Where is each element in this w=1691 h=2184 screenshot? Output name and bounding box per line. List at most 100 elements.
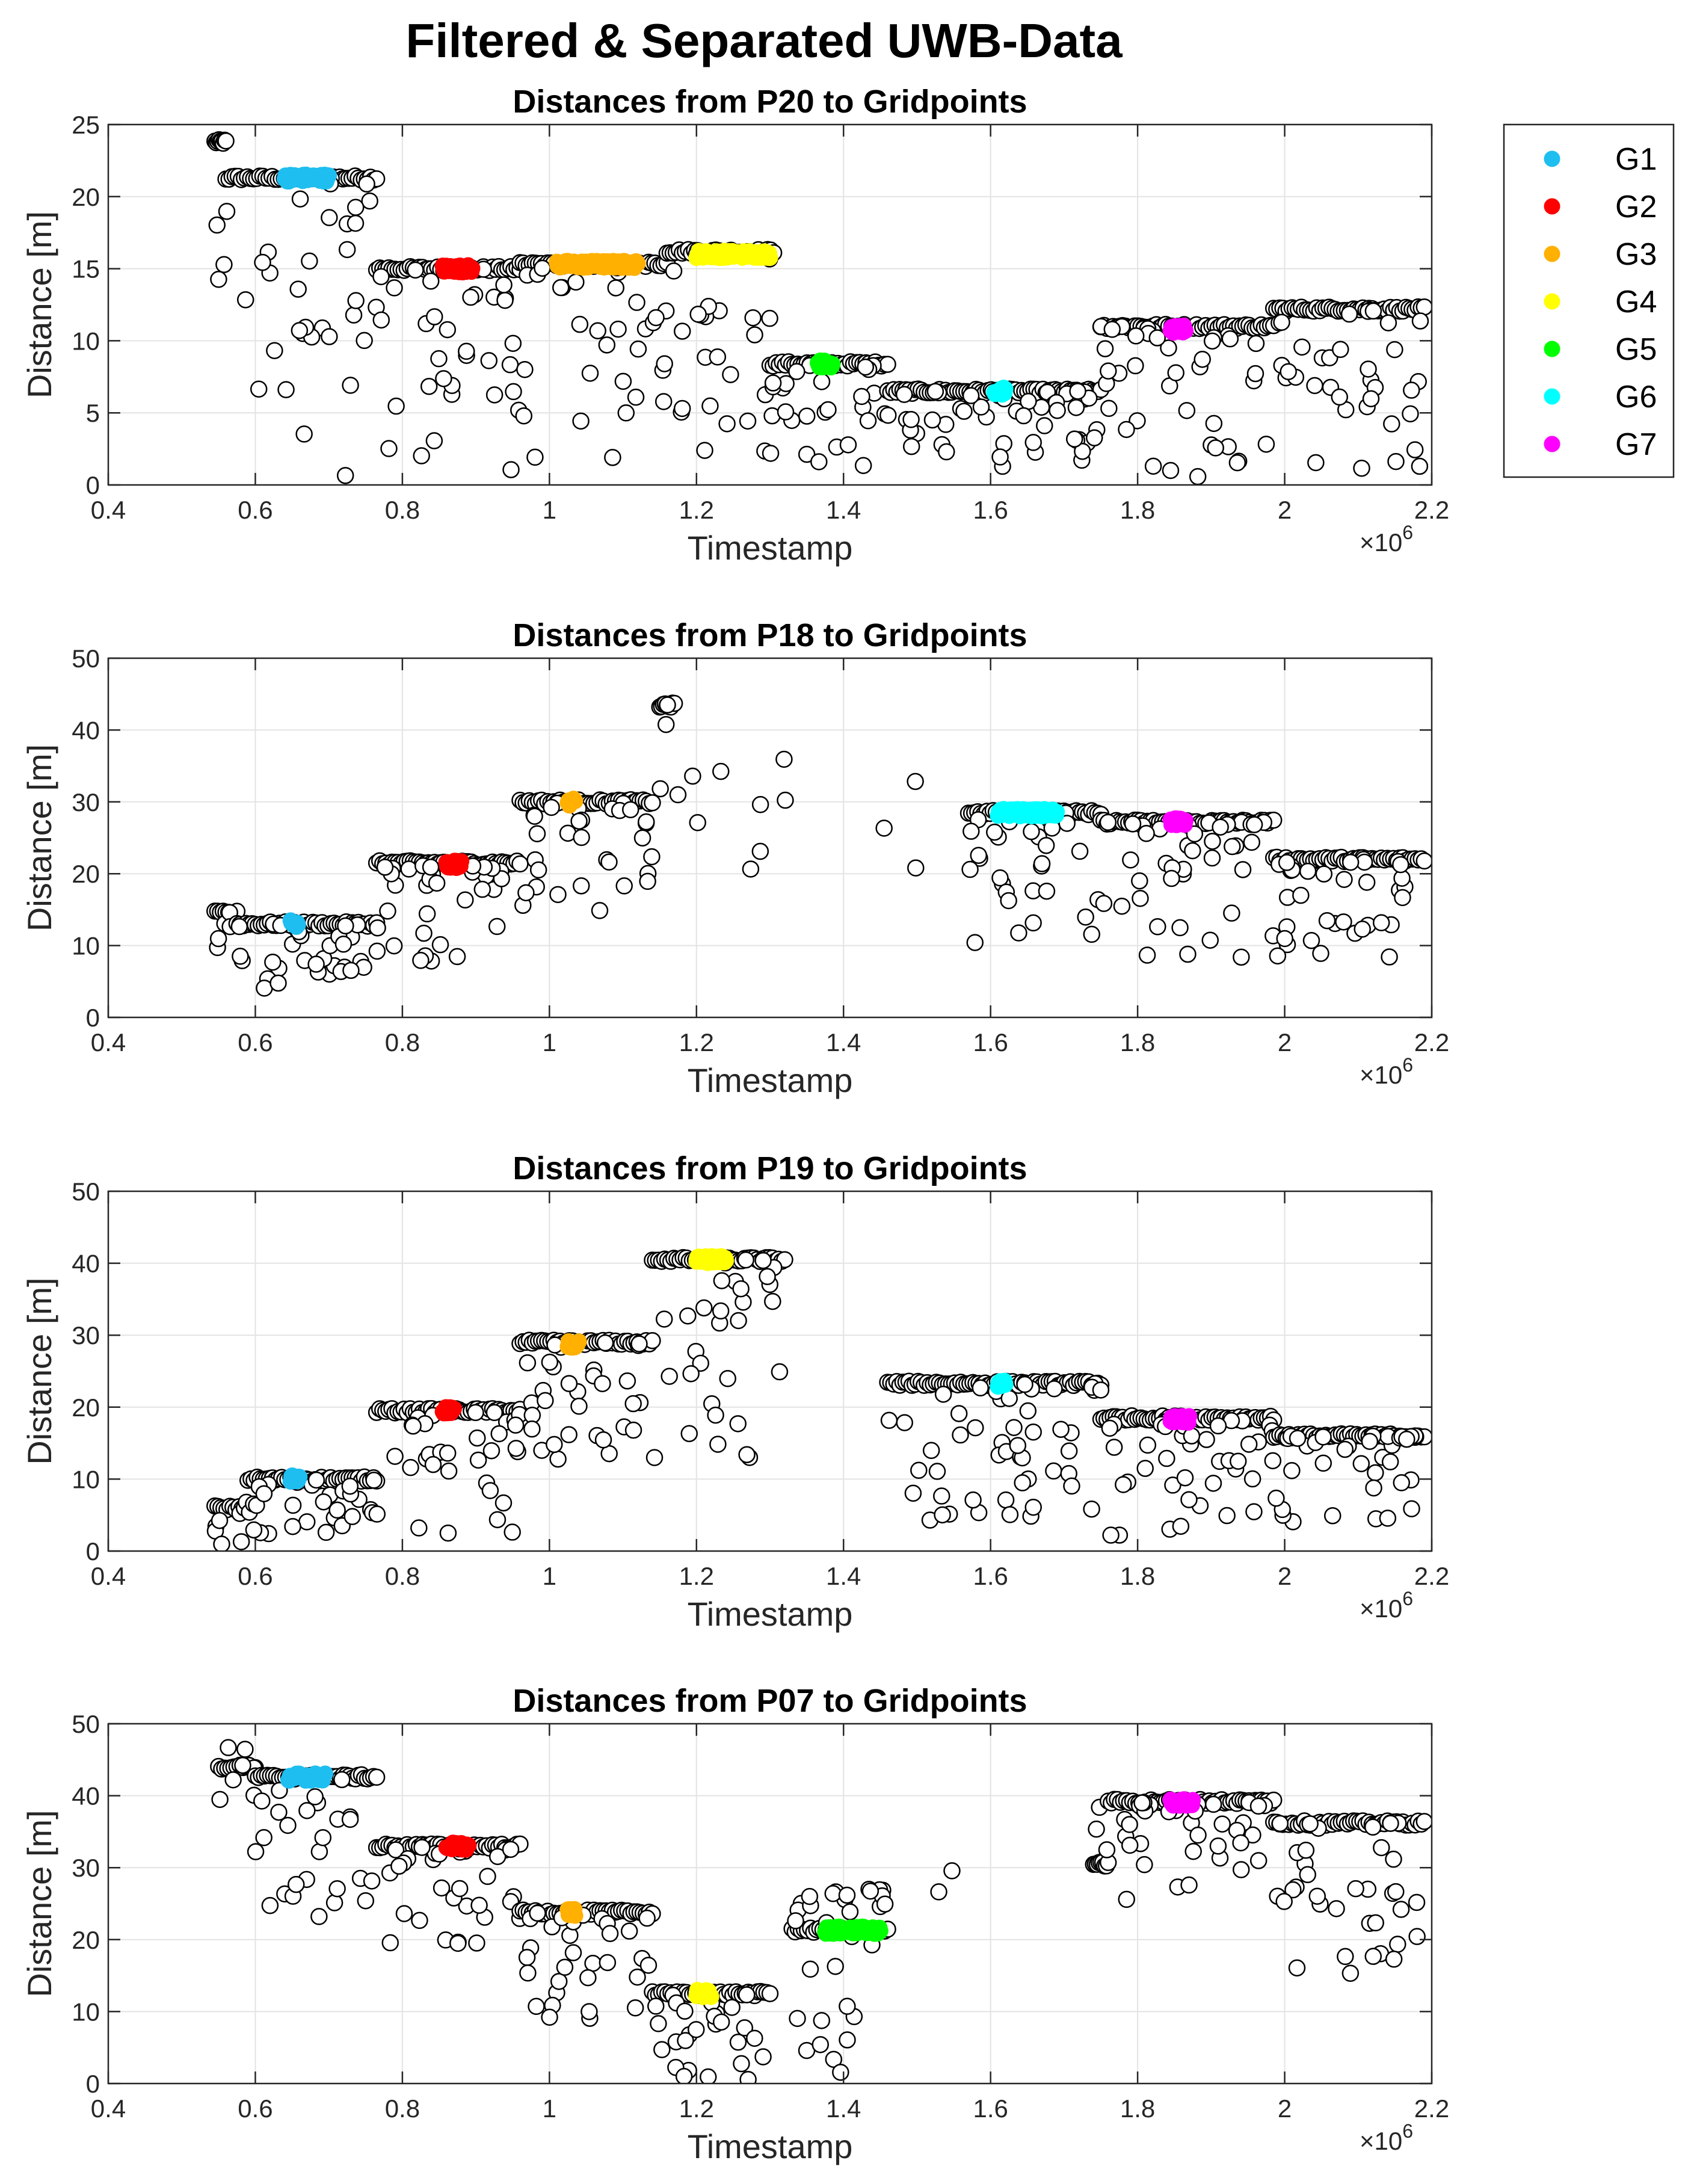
panel-3: 0.4 0.6 0.8 1 1.2 1.4 1.6 1.8 2 2.2 0 10 20 30 40 50 Dis…	[20, 1150, 1449, 1633]
raw-marker	[1121, 1816, 1138, 1833]
raw-marker	[270, 974, 287, 992]
raw-marker	[1367, 1914, 1384, 1932]
x-axis-label: Timestamp	[688, 1595, 853, 1633]
raw-marker	[1024, 1423, 1042, 1441]
raw-marker	[1411, 457, 1429, 475]
marker-g1	[317, 1765, 334, 1782]
raw-marker	[1071, 842, 1089, 860]
raw-marker	[488, 1848, 507, 1865]
raw-marker	[1203, 332, 1221, 350]
x-tick-label: 1.8	[1120, 1028, 1155, 1057]
raw-marker	[250, 380, 268, 398]
raw-marker	[1352, 1455, 1370, 1473]
raw-marker	[1340, 305, 1358, 323]
raw-marker	[788, 363, 805, 380]
raw-marker	[594, 1431, 612, 1449]
raw-marker	[284, 1517, 301, 1535]
raw-marker	[1243, 1470, 1261, 1488]
raw-marker	[435, 370, 452, 387]
raw-marker	[1243, 833, 1261, 851]
raw-marker	[1364, 302, 1382, 320]
raw-marker	[448, 948, 466, 966]
x-tick-label: 1	[543, 1562, 556, 1590]
raw-marker	[279, 1816, 297, 1834]
raw-marker	[1394, 889, 1411, 907]
raw-marker	[907, 773, 924, 791]
raw-marker	[1315, 865, 1333, 883]
legend-label: G6	[1615, 380, 1657, 415]
x-tick-label: 2	[1278, 2094, 1292, 2123]
raw-marker	[827, 1958, 844, 1975]
panel-1: 0.4 0.6 0.8 1 1.2 1.4 1.6 1.8 2 2.2 0 5 10 15 20 25 Dist…	[20, 84, 1449, 567]
x-tick-label: 0.4	[91, 1562, 126, 1590]
raw-marker	[1103, 321, 1121, 338]
raw-marker	[1209, 1837, 1227, 1855]
raw-marker	[404, 1417, 422, 1435]
raw-marker	[418, 905, 436, 923]
raw-marker	[507, 1416, 525, 1434]
x-tick-label: 0.6	[238, 2094, 273, 2123]
raw-marker	[291, 190, 309, 208]
raw-marker	[426, 308, 443, 325]
raw-marker	[771, 1363, 789, 1381]
raw-marker	[356, 332, 373, 350]
raw-marker	[1364, 1948, 1382, 1965]
raw-marker	[215, 256, 233, 273]
raw-marker	[1292, 886, 1310, 904]
raw-marker	[643, 848, 661, 866]
raw-marker	[1373, 1839, 1390, 1857]
raw-marker	[645, 1449, 664, 1466]
raw-marker	[1234, 861, 1252, 878]
raw-marker	[1000, 892, 1017, 910]
raw-marker	[682, 1365, 700, 1383]
raw-marker	[232, 1533, 250, 1550]
raw-marker	[504, 335, 522, 352]
raw-marker	[673, 322, 691, 340]
raw-marker	[1124, 815, 1142, 833]
raw-marker	[972, 1379, 990, 1397]
raw-marker	[1136, 1855, 1153, 1874]
raw-marker	[301, 252, 318, 270]
raw-marker	[1398, 1430, 1415, 1448]
raw-marker	[526, 807, 543, 825]
raw-marker	[599, 1954, 617, 1972]
x-tick-label: 0.6	[238, 496, 273, 524]
raw-marker	[732, 1280, 750, 1298]
raw-marker	[288, 1875, 305, 1893]
raw-marker	[579, 1969, 597, 1987]
raw-marker	[896, 1414, 913, 1431]
raw-marker	[1323, 1507, 1341, 1525]
legend-label: G4	[1615, 285, 1657, 319]
raw-marker	[689, 306, 707, 323]
raw-marker	[515, 407, 533, 425]
raw-marker	[317, 1523, 335, 1541]
raw-marker	[712, 1302, 730, 1320]
raw-marker	[560, 1426, 578, 1443]
raw-marker	[1133, 1794, 1151, 1812]
raw-marker	[952, 1426, 969, 1444]
raw-marker	[1074, 442, 1091, 460]
x-tick-label: 1	[543, 1028, 556, 1057]
raw-marker	[1209, 1417, 1227, 1435]
raw-marker	[1164, 1476, 1181, 1494]
data-points	[210, 1739, 1432, 2084]
raw-marker	[1383, 415, 1400, 433]
raw-marker	[413, 1839, 431, 1856]
x-tick-label: 2.2	[1414, 496, 1449, 524]
raw-marker	[777, 403, 795, 421]
raw-marker	[1328, 1900, 1345, 1917]
raw-marker	[680, 1425, 698, 1442]
raw-marker	[876, 1895, 894, 1913]
raw-marker	[1015, 407, 1032, 425]
y-tick-label: 10	[72, 1997, 100, 2026]
raw-marker	[673, 399, 691, 418]
raw-marker	[1229, 1452, 1247, 1470]
raw-marker	[997, 1491, 1015, 1509]
raw-marker	[601, 1925, 619, 1942]
raw-marker	[617, 404, 635, 422]
raw-marker	[505, 383, 522, 401]
raw-marker	[934, 1506, 951, 1524]
raw-marker	[254, 253, 271, 271]
raw-marker	[325, 1894, 343, 1911]
raw-marker	[381, 1934, 399, 1952]
